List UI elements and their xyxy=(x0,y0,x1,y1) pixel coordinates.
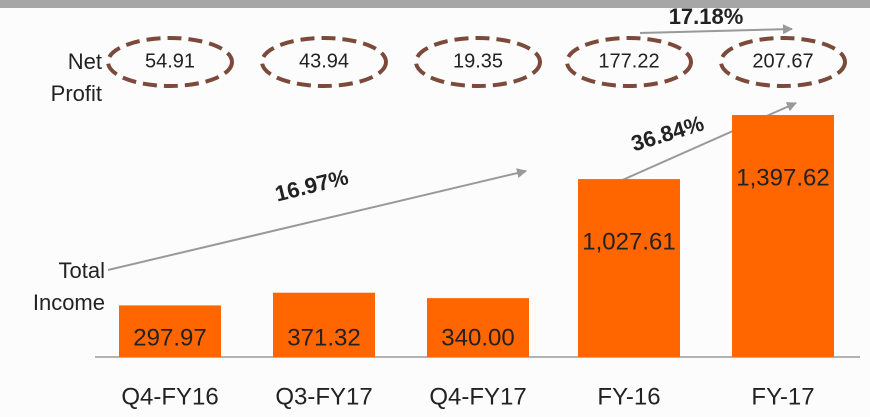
value-label: 297.97 xyxy=(133,324,206,351)
value-label: 177.22 xyxy=(598,50,659,72)
top-band xyxy=(0,0,870,8)
oval xyxy=(719,36,847,88)
x-tick-label: FY-16 xyxy=(597,383,660,410)
oval xyxy=(260,36,388,88)
arrow xyxy=(107,168,527,271)
annotation: 16.97% xyxy=(272,164,350,206)
oval xyxy=(414,36,542,88)
bar xyxy=(273,292,375,357)
x-tick-label: Q4-FY16 xyxy=(121,383,218,410)
value-label: 371.32 xyxy=(287,324,360,351)
series-label: Net Profit xyxy=(50,49,102,106)
annotation: 36.84% xyxy=(628,111,707,157)
x-tick-label: FY-17 xyxy=(751,383,814,410)
value-label: 43.94 xyxy=(299,50,349,72)
x-tick-label: Q4-FY17 xyxy=(429,383,526,410)
value-label: 1,397.62 xyxy=(736,164,829,191)
annotation: 17.18% xyxy=(669,4,744,29)
series-label: Total Income xyxy=(32,258,105,315)
arrow xyxy=(639,24,793,35)
oval xyxy=(565,36,693,88)
value-label: 1,027.61 xyxy=(582,228,675,255)
value-label: 207.67 xyxy=(752,50,813,72)
bar xyxy=(427,298,529,357)
bar xyxy=(732,115,834,357)
bar xyxy=(119,305,221,357)
x-tick-label: Q3-FY17 xyxy=(275,383,372,410)
bar xyxy=(578,179,680,357)
value-label: 54.91 xyxy=(145,50,195,72)
oval xyxy=(106,36,234,88)
value-label: 340.00 xyxy=(441,324,514,351)
value-label: 19.35 xyxy=(453,50,503,72)
